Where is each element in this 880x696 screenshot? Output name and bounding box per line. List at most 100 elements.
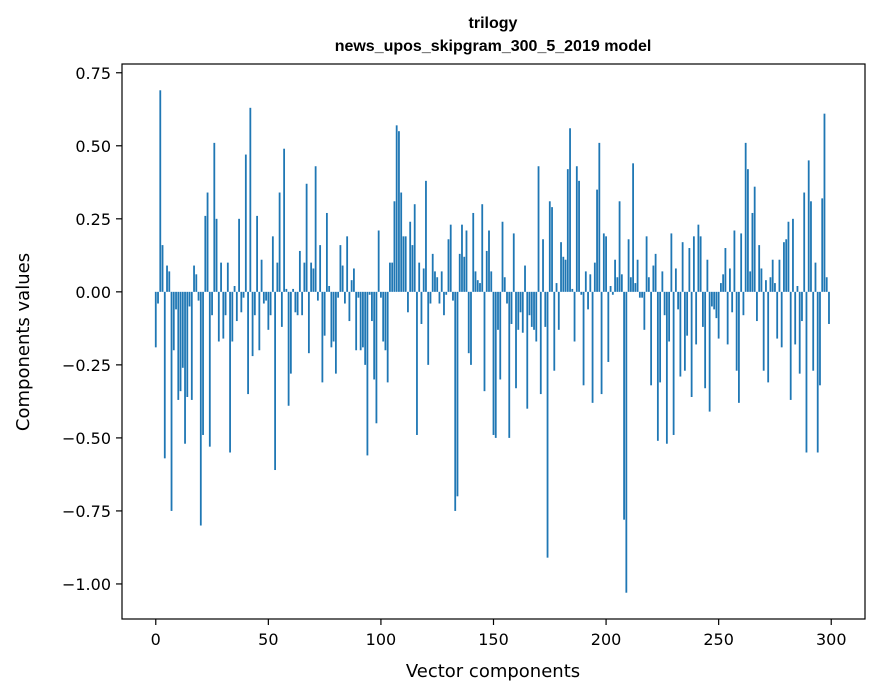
- bar-279: [783, 242, 785, 292]
- bar-131: [449, 224, 452, 292]
- bar-12: [181, 291, 184, 368]
- bar-57: [283, 148, 286, 292]
- bar-206: [618, 201, 621, 292]
- bar-30: [222, 291, 225, 339]
- bar-281: [787, 221, 790, 292]
- bar-167: [530, 291, 533, 327]
- bar-247: [711, 291, 713, 307]
- bar-122: [429, 291, 432, 304]
- bar-98: [375, 291, 378, 424]
- bar-225: [661, 271, 664, 292]
- bar-116: [416, 291, 418, 435]
- bar-77: [328, 286, 331, 292]
- bar-204: [614, 259, 616, 292]
- bar-45: [256, 215, 258, 292]
- bar-216: [641, 291, 643, 298]
- bar-218: [645, 236, 648, 292]
- bar-19: [197, 291, 200, 301]
- bar-256: [731, 291, 734, 313]
- bar-107: [395, 125, 398, 292]
- bar-268: [758, 245, 761, 292]
- bar-189: [580, 291, 583, 295]
- bar-145: [481, 204, 484, 292]
- bar-14: [186, 291, 189, 397]
- bar-172: [542, 239, 544, 292]
- bar-233: [679, 291, 682, 377]
- bar-193: [589, 274, 592, 292]
- bar-87: [350, 280, 353, 292]
- bar-141: [472, 212, 475, 292]
- y-tick-label: 0.50: [75, 137, 111, 156]
- bar-201: [607, 291, 610, 362]
- bar-128: [443, 291, 445, 316]
- bar-83: [341, 265, 344, 292]
- bar-209: [625, 291, 628, 593]
- bar-96: [371, 291, 373, 322]
- bar-55: [278, 192, 281, 292]
- bar-52: [271, 236, 274, 292]
- bar-109: [400, 192, 403, 292]
- bar-110: [402, 236, 405, 292]
- bar-177: [553, 291, 556, 371]
- bar-163: [521, 291, 524, 333]
- bar-222: [654, 253, 657, 292]
- bar-106: [393, 201, 396, 292]
- bar-266: [753, 186, 756, 292]
- bar-162: [519, 291, 522, 313]
- bar-65: [301, 291, 304, 316]
- bar-196: [596, 189, 598, 292]
- bar-251: [720, 283, 722, 292]
- bar-41: [247, 291, 249, 395]
- bar-190: [582, 291, 585, 386]
- bar-40: [244, 154, 247, 292]
- y-axis-ticks: 0.75 0.50 0.25 0.00 −0.25 −0.50 −0.75 −1.00: [62, 64, 122, 594]
- y-tick-label: −1.00: [62, 575, 111, 594]
- bar-103: [386, 291, 389, 383]
- bar-64: [298, 250, 301, 292]
- bar-74: [321, 291, 324, 383]
- bar-71: [314, 166, 317, 292]
- bar-2: [159, 90, 162, 292]
- bar-291: [810, 201, 812, 292]
- bar-93: [364, 291, 367, 365]
- bar-82: [339, 245, 342, 292]
- bar-221: [652, 265, 655, 292]
- bar-241: [697, 224, 700, 292]
- x-tick-label: 50: [258, 630, 278, 649]
- bar-104: [389, 262, 391, 292]
- bar-242: [699, 236, 702, 292]
- bar-15: [188, 291, 191, 307]
- bar-296: [821, 198, 824, 292]
- bar-289: [805, 291, 808, 453]
- bar-265: [751, 212, 754, 292]
- bar-284: [794, 291, 797, 345]
- bar-139: [467, 291, 470, 354]
- bar-271: [765, 280, 767, 292]
- bar-229: [670, 233, 673, 292]
- bar-287: [801, 291, 803, 322]
- bar-184: [569, 128, 571, 292]
- bar-7: [170, 291, 173, 511]
- bar-170: [537, 166, 540, 292]
- bar-20: [199, 291, 202, 526]
- bar-245: [706, 259, 709, 292]
- bar-186: [573, 291, 576, 342]
- bar-295: [819, 291, 821, 386]
- chart-subtitle: news_upos_skipgram_300_5_2019 model: [335, 38, 652, 55]
- bar-50: [267, 291, 270, 330]
- bar-68: [307, 291, 310, 354]
- bar-249: [715, 291, 718, 319]
- bar-85: [346, 236, 349, 292]
- bar-182: [564, 259, 567, 292]
- y-axis-label: Components values: [13, 253, 34, 431]
- bar-46: [258, 291, 261, 351]
- bar-220: [650, 291, 653, 386]
- bar-232: [677, 291, 680, 310]
- bar-282: [789, 291, 792, 400]
- bar-211: [629, 277, 632, 292]
- bar-195: [593, 262, 596, 292]
- bar-180: [560, 242, 562, 292]
- bar-181: [562, 256, 565, 292]
- bar-269: [760, 268, 763, 292]
- bar-92: [362, 291, 364, 348]
